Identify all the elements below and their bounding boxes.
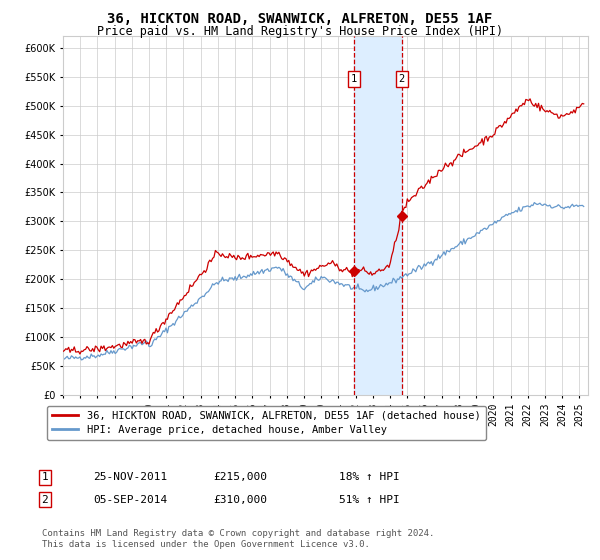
Text: £310,000: £310,000	[213, 494, 267, 505]
Text: 2: 2	[398, 74, 405, 85]
Text: Contains HM Land Registry data © Crown copyright and database right 2024.
This d: Contains HM Land Registry data © Crown c…	[42, 529, 434, 549]
Text: 36, HICKTON ROAD, SWANWICK, ALFRETON, DE55 1AF: 36, HICKTON ROAD, SWANWICK, ALFRETON, DE…	[107, 12, 493, 26]
Text: £215,000: £215,000	[213, 472, 267, 482]
Text: 25-NOV-2011: 25-NOV-2011	[93, 472, 167, 482]
Text: 05-SEP-2014: 05-SEP-2014	[93, 494, 167, 505]
Bar	[354, 36, 401, 395]
Text: 1: 1	[351, 74, 357, 85]
Text: 51% ↑ HPI: 51% ↑ HPI	[339, 494, 400, 505]
Text: 18% ↑ HPI: 18% ↑ HPI	[339, 472, 400, 482]
Text: 2: 2	[41, 494, 49, 505]
Text: 1: 1	[41, 472, 49, 482]
Text: Price paid vs. HM Land Registry's House Price Index (HPI): Price paid vs. HM Land Registry's House …	[97, 25, 503, 38]
Legend: 36, HICKTON ROAD, SWANWICK, ALFRETON, DE55 1AF (detached house), HPI: Average pr: 36, HICKTON ROAD, SWANWICK, ALFRETON, DE…	[47, 405, 486, 440]
